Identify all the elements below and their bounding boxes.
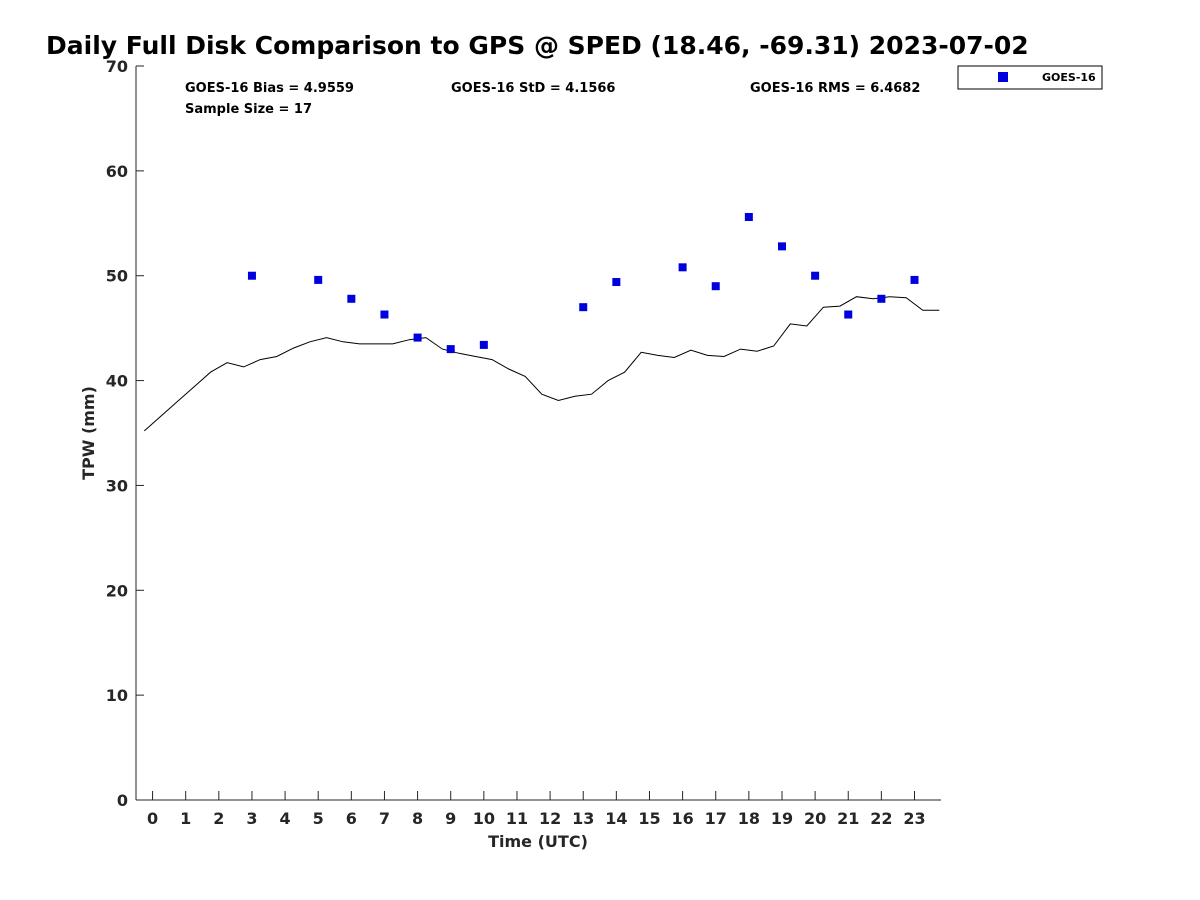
goes16-data-point bbox=[247, 271, 256, 280]
goes16-data-point bbox=[380, 310, 389, 319]
x-axis-label: Time (UTC) bbox=[488, 832, 588, 851]
goes16-data-point bbox=[811, 271, 820, 280]
chart-title: Daily Full Disk Comparison to GPS @ SPED… bbox=[46, 31, 1029, 60]
goes16-data-point bbox=[479, 340, 488, 349]
goes16-data-point bbox=[844, 310, 853, 319]
gps-tpw-line bbox=[143, 296, 940, 432]
x-tick-label: 22 bbox=[870, 809, 892, 828]
stat-bias: GOES-16 Bias = 4.9559 bbox=[185, 81, 354, 96]
x-tick-label: 11 bbox=[506, 809, 528, 828]
x-ticks: 0 1 2 3 4 5 6 7 8 9 10 11 12 13 14 15 16 17 18 19 20 21 22 23 bbox=[147, 791, 926, 828]
legend-box bbox=[957, 65, 1103, 90]
goes16-data-point bbox=[413, 333, 422, 342]
x-tick-label: 4 bbox=[280, 809, 291, 828]
y-ticks: 0 10 20 30 40 50 60 70 bbox=[106, 57, 144, 810]
x-tick-label: 6 bbox=[346, 809, 357, 828]
y-tick-label: 70 bbox=[106, 57, 128, 76]
plot-axes bbox=[135, 66, 941, 801]
x-tick-label: 1 bbox=[180, 809, 191, 828]
goes16-data-point bbox=[347, 294, 356, 303]
goes16-data-point bbox=[314, 275, 323, 284]
x-tick-label: 16 bbox=[671, 809, 693, 828]
x-tick-label: 10 bbox=[473, 809, 495, 828]
x-tick-label: 0 bbox=[147, 809, 158, 828]
legend: GOES-16 bbox=[957, 65, 1103, 90]
x-tick-label: 7 bbox=[379, 809, 390, 828]
x-tick-label: 14 bbox=[605, 809, 627, 828]
x-tick-label: 17 bbox=[705, 809, 727, 828]
goes16-scatter-series bbox=[247, 212, 919, 354]
goes16-data-point bbox=[678, 263, 687, 272]
goes16-data-point bbox=[777, 242, 786, 251]
goes16-data-point bbox=[744, 212, 753, 221]
y-tick-label: 50 bbox=[106, 267, 128, 286]
x-tick-label: 19 bbox=[771, 809, 793, 828]
y-tick-label: 0 bbox=[117, 791, 128, 810]
x-tick-label: 18 bbox=[738, 809, 760, 828]
legend-marker-goes16 bbox=[998, 72, 1008, 82]
goes16-data-point bbox=[612, 278, 621, 287]
legend-label-goes16: GOES-16 bbox=[1042, 71, 1096, 84]
x-tick-label: 13 bbox=[572, 809, 594, 828]
y-tick-label: 10 bbox=[106, 686, 128, 705]
x-tick-label: 15 bbox=[638, 809, 660, 828]
stat-sample-size: Sample Size = 17 bbox=[185, 102, 312, 117]
x-tick-label: 12 bbox=[539, 809, 561, 828]
x-tick-label: 8 bbox=[412, 809, 423, 828]
goes16-data-point bbox=[711, 282, 720, 291]
x-tick-label: 21 bbox=[837, 809, 859, 828]
y-tick-label: 20 bbox=[106, 581, 128, 600]
gps-line-series bbox=[143, 296, 940, 432]
stat-rms: GOES-16 RMS = 6.4682 bbox=[750, 81, 920, 96]
x-tick-label: 9 bbox=[445, 809, 456, 828]
goes16-data-point bbox=[877, 294, 886, 303]
x-tick-label: 23 bbox=[903, 809, 925, 828]
x-tick-label: 2 bbox=[213, 809, 224, 828]
stat-std: GOES-16 StD = 4.1566 bbox=[451, 81, 615, 96]
x-tick-label: 20 bbox=[804, 809, 826, 828]
goes16-data-point bbox=[579, 303, 588, 312]
y-tick-label: 40 bbox=[106, 372, 128, 391]
x-tick-label: 3 bbox=[246, 809, 257, 828]
y-tick-label: 30 bbox=[106, 476, 128, 495]
y-tick-label: 60 bbox=[106, 162, 128, 181]
goes16-data-point bbox=[910, 275, 919, 284]
x-tick-label: 5 bbox=[313, 809, 324, 828]
goes16-data-point bbox=[446, 345, 455, 354]
y-axis-label: TPW (mm) bbox=[79, 386, 98, 480]
